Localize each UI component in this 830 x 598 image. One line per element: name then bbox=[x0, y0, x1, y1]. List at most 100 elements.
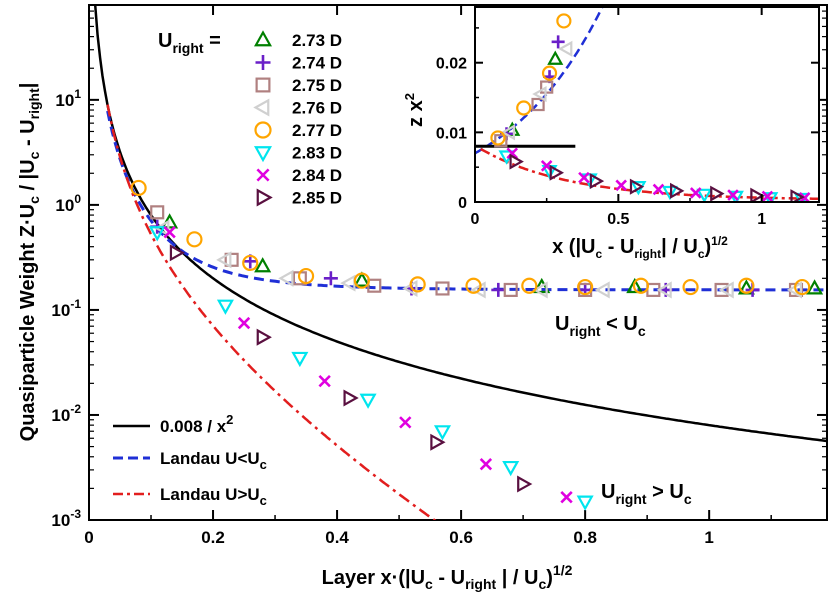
data-point bbox=[517, 475, 533, 493]
legend-marker bbox=[253, 98, 270, 117]
landau-gt-curve bbox=[106, 104, 437, 520]
inset-data-point bbox=[556, 13, 572, 29]
inset-data-point bbox=[540, 80, 554, 94]
power-law-curve bbox=[93, 5, 827, 443]
legend-label: 2.75 D bbox=[292, 76, 342, 95]
inset-data-point bbox=[551, 35, 565, 49]
inset-x-axis-label: x (|Uc - Uright| / Uc)1/2 bbox=[552, 234, 728, 261]
legend-marker bbox=[255, 77, 271, 93]
inset-data-point bbox=[615, 179, 627, 192]
legend-markers: 2.73 D 2.74 D 2.75 D 2.76 D 2.77 D 2.83 D 2.84… bbox=[253, 30, 342, 208]
data-point bbox=[465, 277, 482, 294]
legend-label: 2.76 D bbox=[292, 99, 342, 118]
x-tick-label: 0 bbox=[84, 528, 93, 547]
data-point bbox=[433, 425, 452, 441]
data-point bbox=[216, 299, 234, 315]
data-point bbox=[682, 278, 699, 296]
inset-data-point bbox=[500, 124, 516, 141]
data-point bbox=[359, 393, 377, 409]
data-point bbox=[237, 316, 251, 330]
y-tick-label: 100 bbox=[55, 192, 81, 215]
legend-label-landau-gt: Landau U>Uc bbox=[160, 485, 267, 508]
inset-data-point bbox=[549, 164, 565, 181]
legend-label: 2.73 D bbox=[292, 31, 342, 50]
data-point bbox=[399, 416, 412, 429]
inset-data-point bbox=[750, 187, 765, 202]
inset-data-point bbox=[490, 130, 506, 146]
data-point bbox=[656, 281, 672, 299]
legend-label-power: 0.008 / x2 bbox=[160, 412, 233, 436]
data-point bbox=[491, 282, 506, 297]
inset-data-point bbox=[494, 134, 508, 148]
data-point bbox=[353, 271, 371, 287]
legend-title: Uright = bbox=[158, 30, 221, 56]
data-point bbox=[163, 225, 176, 239]
data-point bbox=[577, 278, 594, 296]
data-point bbox=[576, 495, 594, 511]
data-point bbox=[340, 274, 356, 292]
inset-data-point bbox=[652, 183, 665, 196]
x-tick-label: 0.6 bbox=[449, 528, 473, 547]
legend-marker bbox=[256, 168, 270, 182]
legend-marker bbox=[254, 30, 272, 47]
data-point bbox=[323, 271, 338, 286]
legend-label: 2.85 D bbox=[292, 189, 342, 208]
data-point bbox=[353, 272, 370, 289]
inset-data-point bbox=[761, 190, 774, 202]
legend-marker bbox=[254, 121, 272, 139]
data-point bbox=[502, 460, 520, 477]
inset-data-point bbox=[589, 173, 605, 190]
inset-data-point bbox=[557, 40, 573, 57]
legend-label: 2.74 D bbox=[292, 54, 342, 73]
data-point bbox=[503, 282, 518, 297]
main-plot-frame bbox=[88, 4, 828, 521]
data-point bbox=[278, 269, 294, 287]
annotation-above-critical: Uright > Uc bbox=[601, 481, 692, 507]
data-point bbox=[254, 257, 272, 273]
legend-marker bbox=[254, 146, 272, 163]
data-point bbox=[169, 244, 186, 262]
inset-x-tick-label: 0.5 bbox=[607, 211, 629, 228]
data-point bbox=[594, 281, 610, 299]
y-axis-label: Quasiparticle Weight Z·Uc / |Uc - Uright… bbox=[17, 83, 42, 442]
data-point bbox=[409, 276, 426, 293]
data-point bbox=[256, 328, 272, 346]
inset-data-point bbox=[547, 50, 564, 65]
data-point bbox=[148, 226, 166, 242]
legend-label: 2.84 D bbox=[292, 166, 342, 185]
data-point bbox=[224, 252, 239, 267]
data-point bbox=[738, 277, 755, 294]
main-markers bbox=[130, 179, 824, 511]
inset-data-point bbox=[506, 147, 519, 160]
inset-data-point bbox=[516, 100, 532, 116]
legend-label: 2.83 D bbox=[292, 144, 342, 163]
data-point bbox=[435, 281, 450, 296]
data-point bbox=[470, 281, 486, 299]
data-point bbox=[794, 278, 811, 296]
inset-markers bbox=[490, 13, 811, 202]
inset-data-point bbox=[541, 65, 558, 81]
inset-data-point bbox=[531, 97, 545, 112]
legend-marker bbox=[255, 55, 271, 70]
inset-y-axis-label: z x2 bbox=[402, 93, 427, 127]
x-tick-label: 0.2 bbox=[201, 528, 225, 547]
data-point bbox=[242, 254, 259, 272]
data-point bbox=[130, 179, 147, 197]
data-point bbox=[626, 277, 644, 294]
inset-data-point bbox=[727, 189, 739, 201]
legend-label: 2.77 D bbox=[292, 121, 342, 140]
inset-y-tick-label: 0.02 bbox=[436, 56, 467, 73]
inset-data-point bbox=[541, 165, 558, 180]
data-point bbox=[161, 213, 179, 229]
legend-label-landau-lt: Landau U<Uc bbox=[160, 449, 267, 472]
inset-data-point bbox=[629, 178, 645, 195]
y-tick-label: 10-2 bbox=[51, 402, 81, 425]
data-point bbox=[343, 389, 359, 407]
data-point bbox=[150, 205, 165, 220]
data-point bbox=[806, 279, 824, 295]
data-point bbox=[533, 277, 551, 294]
x-tick-label: 0.4 bbox=[325, 528, 349, 547]
inset-background bbox=[475, 7, 819, 202]
data-point bbox=[521, 277, 538, 294]
